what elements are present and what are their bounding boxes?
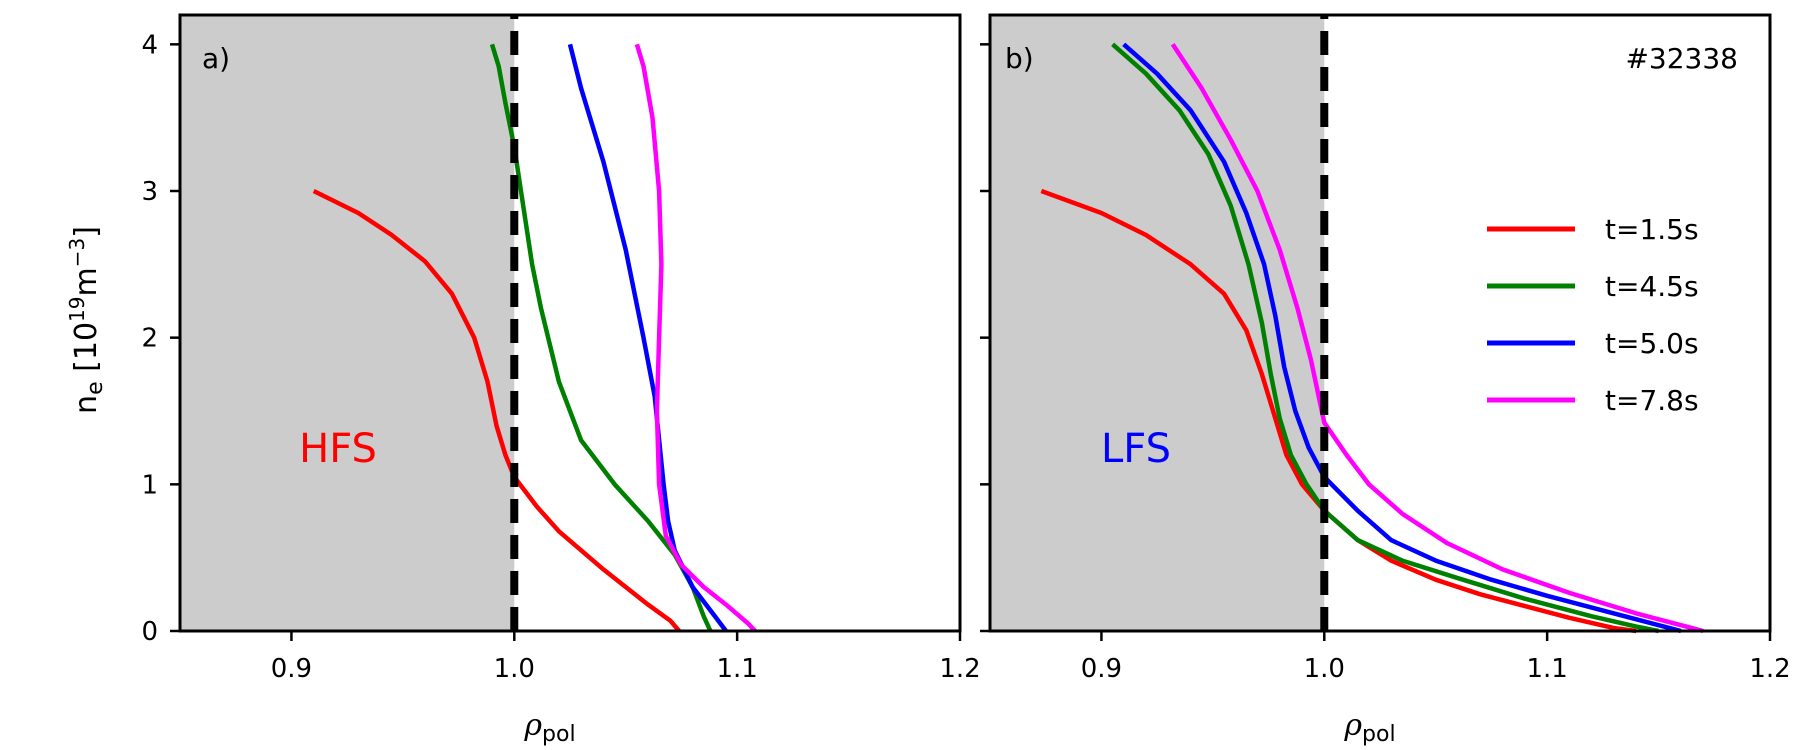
panel-a-x-tick-label: 1.2 (939, 654, 980, 684)
panel-a: 0.9 1.0 1.1 1.2 0 1 2 3 4 a) HFS ρpol (141, 13, 981, 747)
panel-a-series-line-t-1-5s (312, 188, 681, 633)
panel-a-shaded-region (180, 15, 515, 631)
panel-a-y-ticks: 0 1 2 3 4 (141, 30, 180, 647)
panel-a-series-line-t-4-5s (489, 43, 713, 632)
shot-number-label: #32338 (1625, 42, 1738, 75)
panel-b-series-line-t-1-5s (1040, 188, 1637, 634)
panel-b: 0.9 1.0 1.1 1.2 b) LFS #32338 ρpol (980, 13, 1791, 747)
panel-b-tag: b) (1005, 42, 1034, 75)
panel-a-tag: a) (202, 42, 230, 75)
panel-a-x-tick-label: 1.0 (494, 654, 535, 684)
panel-b-x-tick-label: 1.0 (1304, 654, 1345, 684)
panel-a-frame (178, 13, 962, 633)
panel-b-x-ticks: 0.9 1.0 1.1 1.2 (1081, 631, 1791, 684)
panel-a-x-ticks: 0.9 1.0 1.1 1.2 (271, 631, 981, 684)
panel-a-side-label: HFS (299, 426, 377, 472)
panel-a-y-tick-label: 2 (141, 324, 158, 354)
panel-a-series (312, 43, 757, 633)
panel-b-series-line-t-5-0s (1122, 42, 1682, 634)
legend-label: t=4.5s (1605, 270, 1699, 303)
panel-a-series-line-t-7-8s (634, 43, 757, 633)
legend-label: t=7.8s (1605, 384, 1699, 417)
y-axis-label: ne [1019m−3] (65, 226, 108, 414)
panel-b-side-label: LFS (1101, 426, 1171, 472)
legend: t=1.5s t=4.5s t=5.0s t=7.8s (1487, 213, 1699, 417)
panel-b-x-tick-label: 1.2 (1749, 654, 1790, 684)
panel-b-frame (988, 13, 1772, 633)
panel-a-y-tick-label: 4 (141, 30, 158, 60)
panel-b-shaded-region (990, 15, 1325, 631)
panel-b-x-axis-label: ρpol (1343, 708, 1395, 747)
legend-label: t=1.5s (1605, 213, 1699, 246)
panel-b-y-ticks (980, 43, 990, 633)
panel-b-x-tick-label: 1.1 (1526, 654, 1567, 684)
panel-b-series-line-t-7-8s (1170, 43, 1704, 634)
legend-label: t=5.0s (1605, 327, 1699, 360)
panel-a-x-tick-label: 0.9 (271, 654, 312, 684)
panel-a-x-tick-label: 1.1 (716, 654, 757, 684)
panel-a-y-tick-label: 1 (141, 470, 158, 500)
panel-a-series-line-t-5-0s (567, 43, 728, 633)
panel-a-y-tick-label: 0 (141, 617, 158, 647)
panel-b-series-line-t-4-5s (1111, 42, 1660, 634)
panel-a-y-tick-label: 3 (141, 177, 158, 207)
panel-b-series (1040, 42, 1704, 634)
panel-b-x-tick-label: 0.9 (1081, 654, 1122, 684)
panel-a-x-axis-label: ρpol (523, 708, 575, 747)
